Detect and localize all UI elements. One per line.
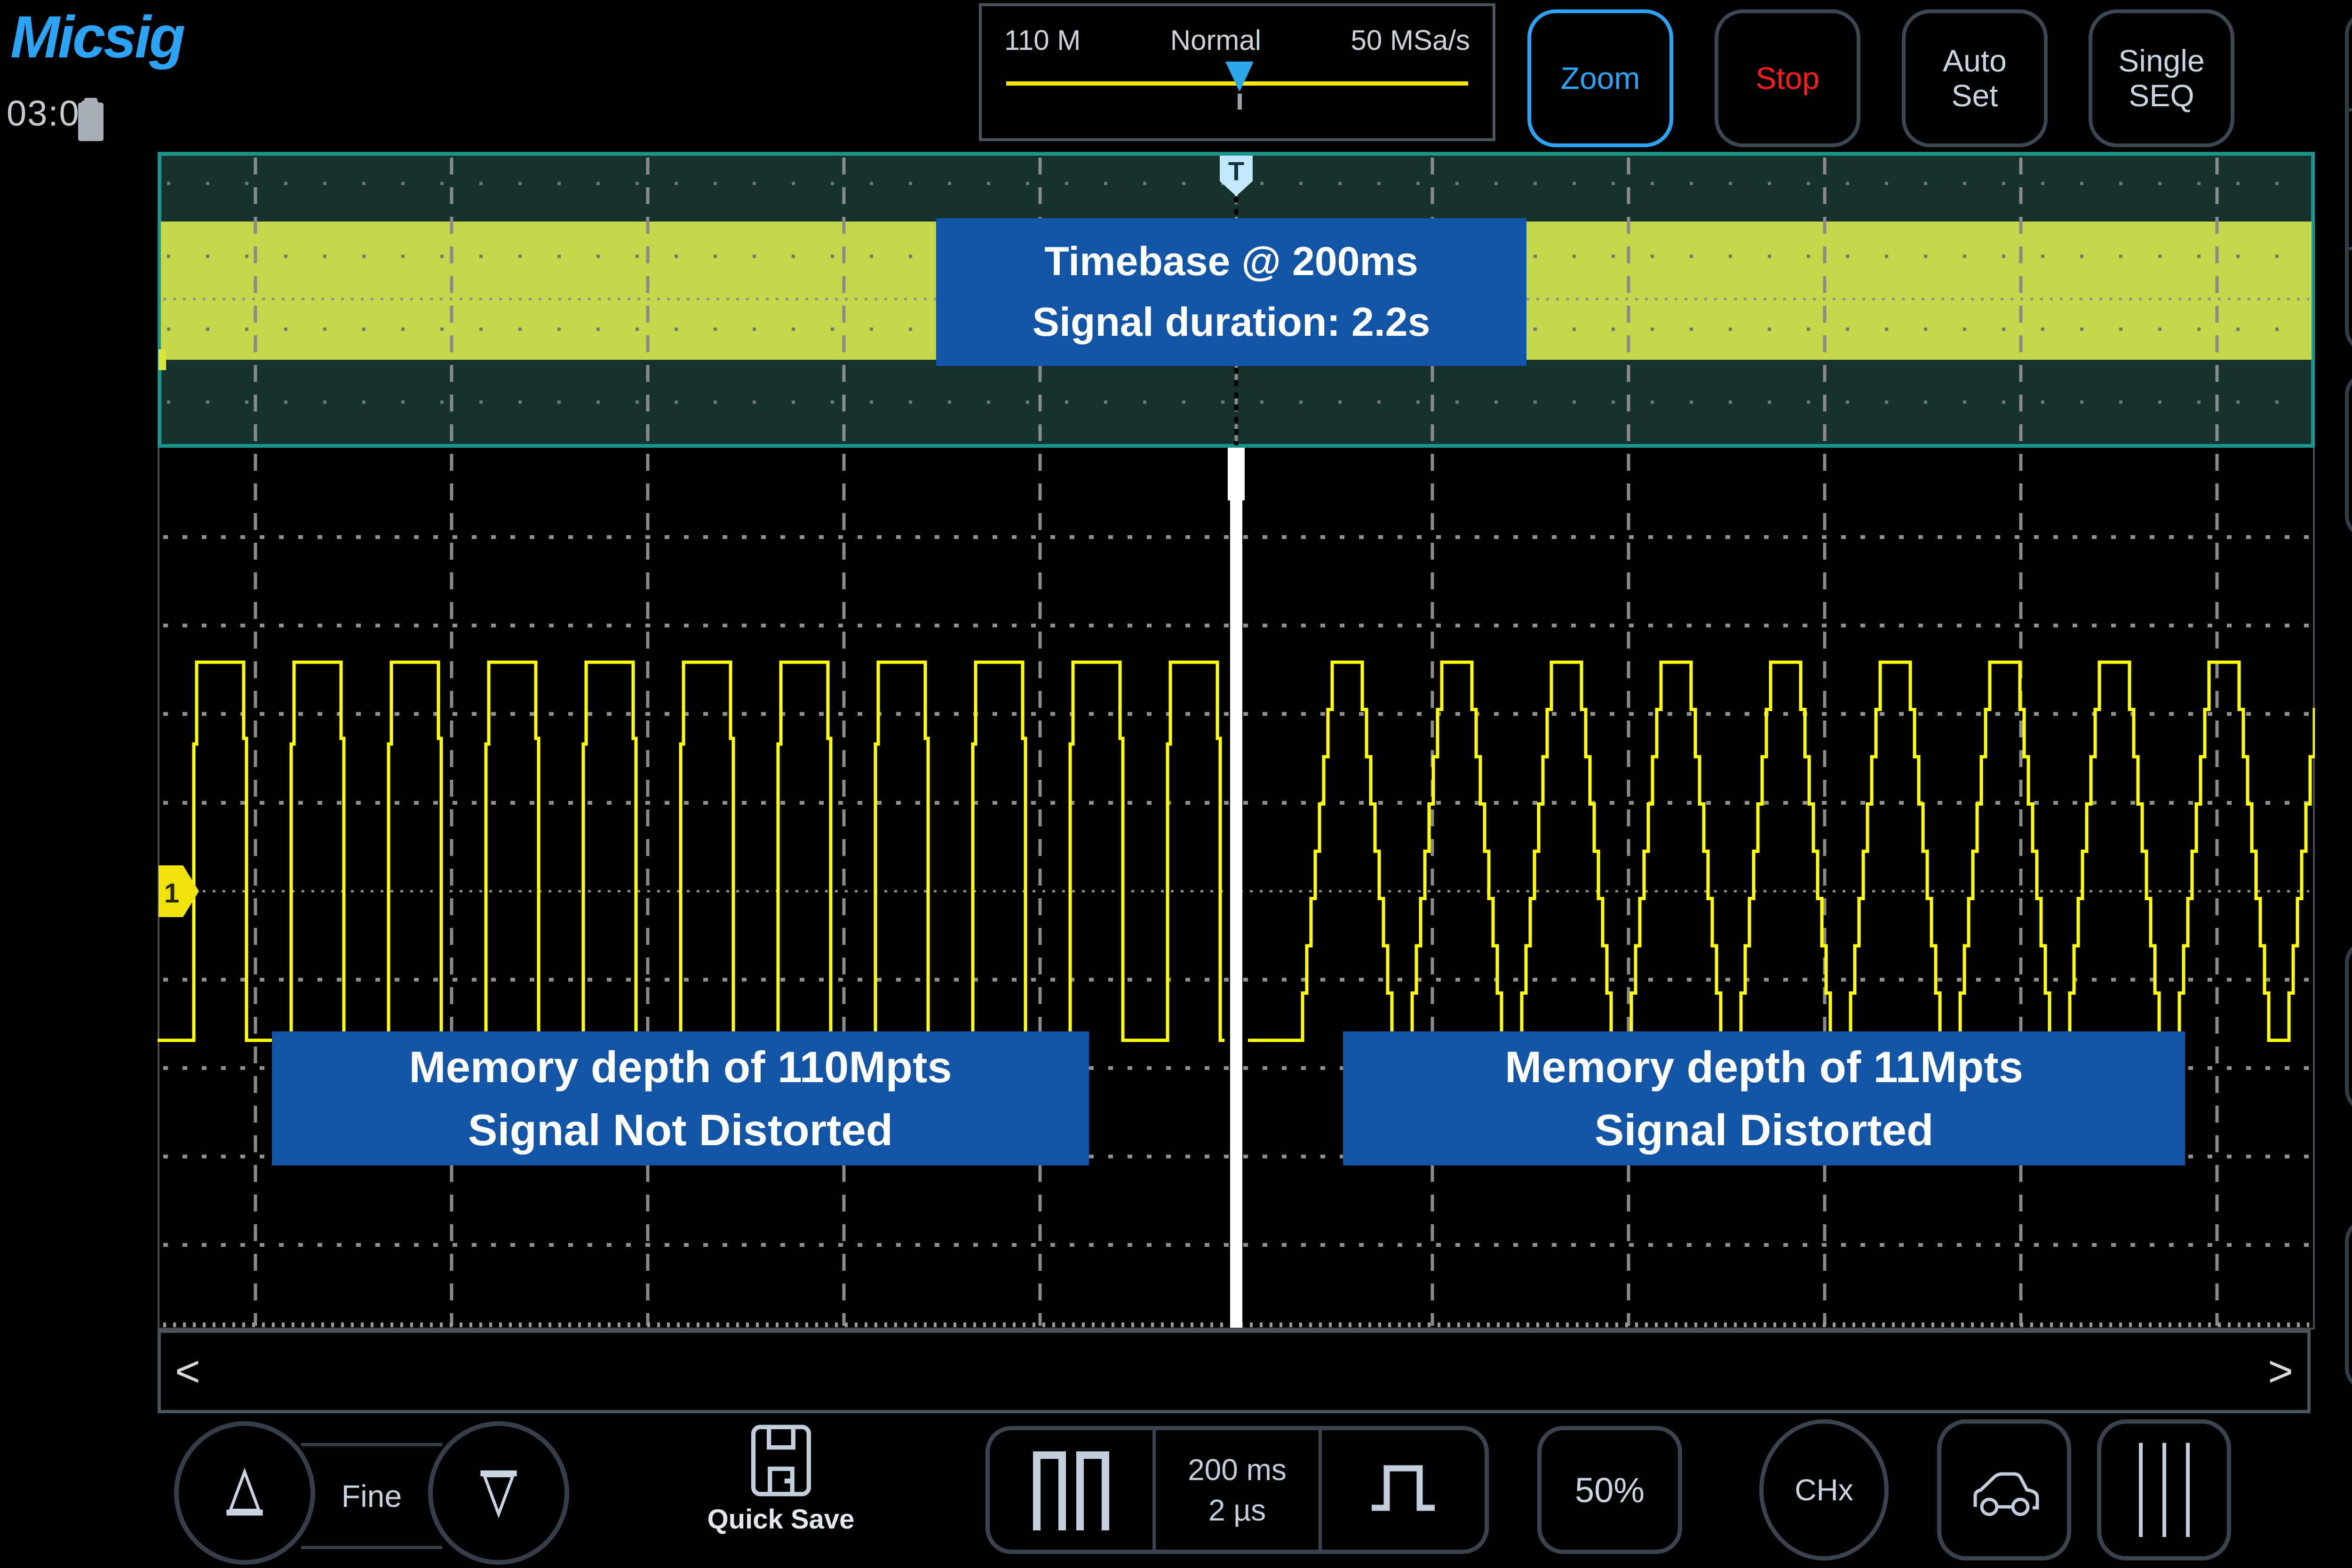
memory-callout-right: Memory depth of 11Mpts Signal Distorted: [1343, 1031, 2185, 1165]
horizontal-scrollbar[interactable]: < >: [158, 1330, 2311, 1413]
svg-text:1: 1: [164, 878, 179, 909]
auto-drive-button[interactable]: [1937, 1419, 2071, 1560]
memory-depth-value: 110 M: [1004, 24, 1081, 56]
trace-ch1-undistorted: [158, 660, 1224, 1042]
trigger-mode-value: Normal: [1170, 24, 1262, 56]
floppy-save-icon: [751, 1425, 811, 1497]
brand-logo: Micsig: [10, 4, 185, 70]
down-triangle-icon: [480, 1470, 517, 1518]
timebase-callout: Timebase @ 200ms Signal duration: 2.2s: [936, 218, 1526, 366]
channel1-scale-cell[interactable]: 10 V Full 10X: [2349, 111, 2352, 247]
single-pulse-icon: [1372, 1465, 1435, 1511]
timebase-control-group: 200 ms 2 µs: [985, 1426, 1489, 1554]
single-seq-button[interactable]: Single SEQ: [2089, 9, 2234, 147]
trigger-position-icon[interactable]: [1225, 62, 1254, 92]
pulse-width-button[interactable]: [1322, 1430, 1485, 1550]
up-triangle-icon: [226, 1467, 263, 1515]
double-pulse-icon: [1033, 1451, 1109, 1530]
channel-select-button[interactable]: CHx: [1759, 1419, 1889, 1560]
channel-3-button[interactable]: 3: [2345, 940, 2352, 1113]
trigger-pin[interactable]: T: [1220, 156, 1253, 196]
quick-save-button[interactable]: Quick Save: [673, 1424, 889, 1560]
scroll-left-icon[interactable]: <: [175, 1347, 200, 1395]
timebase-readout[interactable]: 200 ms 2 µs: [1156, 1430, 1319, 1550]
pulse-trigger-icon-2[interactable]: [2349, 250, 2352, 349]
zoom-window-small-button[interactable]: [990, 1430, 1152, 1550]
sample-rate-value: 50 MSa/s: [1351, 24, 1470, 56]
car-icon: [1973, 1472, 2039, 1516]
scroll-right-icon[interactable]: >: [2268, 1347, 2293, 1395]
step-up-button[interactable]: [174, 1421, 315, 1565]
zoom-timebase-value: 2 µs: [1208, 1493, 1266, 1527]
overview-channel-tick: [159, 349, 166, 370]
battery-icon: [78, 98, 103, 141]
zoom-button[interactable]: Zoom: [1527, 9, 1673, 147]
pulse-trigger-icon[interactable]: [2349, 15, 2352, 108]
bars-icon: [2138, 1443, 2190, 1537]
zoom-window-divider[interactable]: [1230, 448, 1242, 1328]
step-down-button[interactable]: [428, 1421, 569, 1565]
trigger-status-box[interactable]: 110 M Normal 50 MSa/s: [979, 3, 1495, 141]
channel1-level-marker[interactable]: 1: [159, 865, 199, 917]
channel-2-button[interactable]: 2: [2345, 372, 2352, 539]
fine-adjust-label-box: Fine: [301, 1443, 442, 1549]
auto-set-button[interactable]: Auto Set: [1902, 9, 2048, 147]
channel-4-button[interactable]: 4: [2345, 1218, 2352, 1391]
trigger-position-tick: [1238, 94, 1242, 110]
memory-callout-left: Memory depth of 110Mpts Signal Not Disto…: [272, 1031, 1089, 1165]
trigger-level-50-button[interactable]: 50%: [1537, 1426, 1682, 1554]
channel1-settings-group[interactable]: 10 V Full 10X: [2345, 11, 2352, 353]
stop-button[interactable]: Stop: [1715, 9, 1860, 147]
main-timebase-value: 200 ms: [1188, 1452, 1287, 1487]
menu-bars-button[interactable]: [2097, 1419, 2231, 1560]
trace-ch1-distorted: [1248, 660, 2315, 1042]
svg-text:T: T: [1228, 156, 1244, 186]
